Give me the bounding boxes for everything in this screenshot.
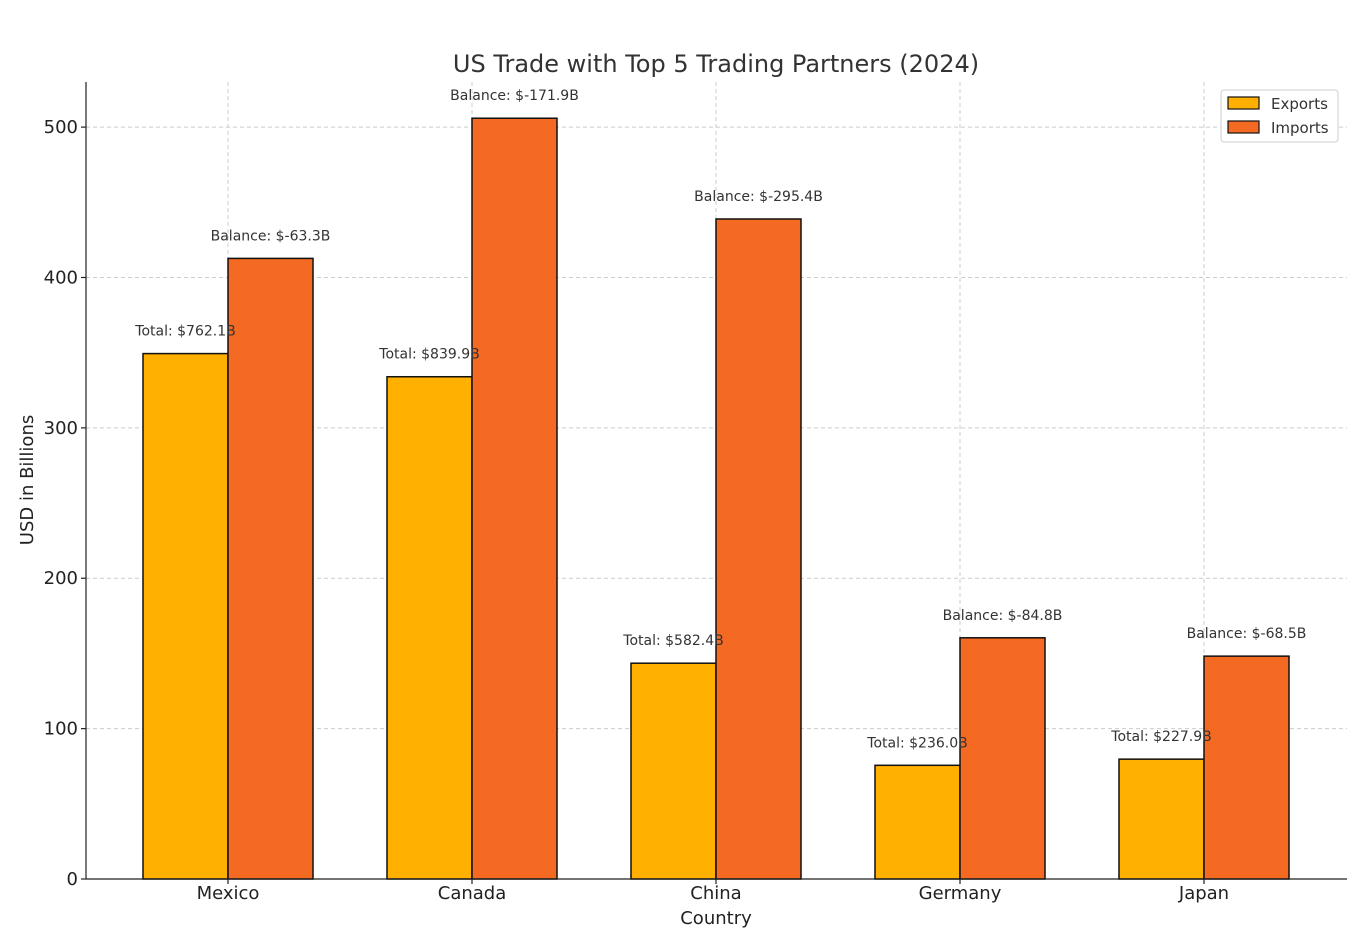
balance-label-china: Balance: $-295.4B [694,189,823,205]
y-axis-label: USD in Billions [17,415,38,545]
bar-exports-china [630,662,717,880]
balance-label-canada: Balance: $-171.9B [450,88,579,104]
total-label-japan: Total: $227.9B [1110,729,1211,745]
chart-title: US Trade with Top 5 Trading Partners (20… [453,50,979,78]
y-tick-label: 100 [44,719,78,740]
legend: Exports Imports [1220,89,1339,143]
x-axis-label: Country [680,908,752,929]
bar-exports-canada [386,375,473,880]
bar-exports-japan [1118,758,1205,880]
legend-label-exports: Exports [1271,95,1328,113]
annotations-layer: Total: $762.1B Balance: $-63.3B Total: $83… [134,88,1306,751]
x-tick-label-germany: Germany [919,883,1002,904]
total-label-china: Total: $582.4B [622,633,723,649]
bar-imports-china [715,218,802,880]
balance-label-japan: Balance: $-68.5B [1187,626,1307,642]
legend-swatch-exports [1227,96,1260,110]
total-label-canada: Total: $839.9B [378,347,479,363]
total-label-mexico: Total: $762.1B [134,324,235,340]
balance-label-mexico: Balance: $-63.3B [211,228,331,244]
x-tick-label-japan: Japan [1178,883,1229,904]
y-tick-label: 200 [44,568,78,589]
bar-imports-germany [959,637,1046,880]
ticks-layer: 0 100 200 300 400 500 Mexico Canada China Germany… [44,117,1229,904]
bars-layer [142,117,1290,880]
bar-exports-germany [874,764,961,880]
y-tick-label: 500 [44,117,78,138]
balance-label-germany: Balance: $-84.8B [943,608,1063,624]
bar-imports-canada [471,117,558,880]
y-tick-label: 400 [44,267,78,288]
x-tick-label-china: China [690,883,741,904]
legend-label-imports: Imports [1271,119,1329,137]
legend-swatch-imports [1227,120,1260,134]
x-tick-label-mexico: Mexico [197,883,260,904]
bar-imports-mexico [227,257,314,880]
x-tick-label-canada: Canada [438,883,507,904]
y-tick-label: 300 [44,418,78,439]
bar-imports-japan [1203,655,1290,880]
bar-exports-mexico [142,352,229,880]
y-tick-label: 0 [67,869,78,890]
total-label-germany: Total: $236.0B [866,735,967,751]
